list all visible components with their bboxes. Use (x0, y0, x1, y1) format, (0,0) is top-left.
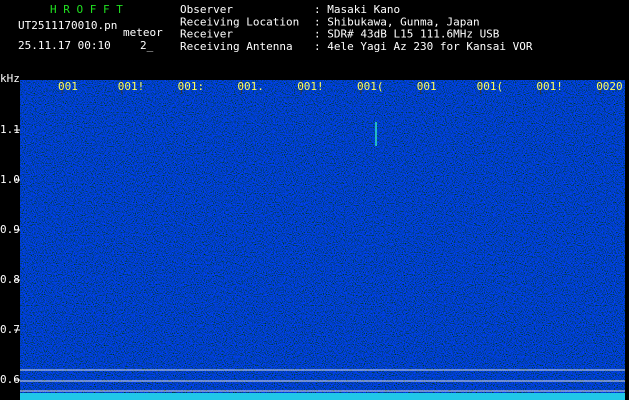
x-tick-label: 001( (357, 80, 384, 93)
x-tick-label: 001 (58, 80, 78, 93)
status: 2_ (140, 39, 154, 52)
info-label: Receiving Location (180, 15, 299, 28)
x-tick-label: 001. (237, 80, 264, 93)
app-title: H R O F F T (50, 3, 123, 16)
x-tick-label: 001( (477, 80, 504, 93)
x-tick-label: 0020 (596, 80, 623, 93)
info-label: Observer (180, 3, 233, 16)
info-value: : 4ele Yagi Az 230 for Kansai VOR (314, 40, 533, 53)
y-tick-label: 0.9 (0, 223, 20, 236)
info-value: : SDR# 43dB L15 111.6MHz USB (314, 28, 500, 41)
y-tick-label: 1.1 (0, 123, 20, 136)
x-tick-label: 001 (417, 80, 437, 93)
info-value: : Shibukawa, Gunma, Japan (314, 15, 480, 28)
datetime: 25.11.17 00:10 (18, 39, 111, 52)
filename: UT2511170010.pn (18, 19, 117, 32)
signal-band (20, 393, 625, 400)
info-label: Receiver (180, 28, 233, 41)
axis-unit: kHz (0, 72, 20, 85)
y-tick-label: 0.6 (0, 373, 20, 386)
y-tick-label: 0.7 (0, 323, 20, 336)
y-tick-label: 1.0 (0, 173, 20, 186)
x-tick-label: 001! (118, 80, 145, 93)
spectrogram-noise (20, 80, 625, 400)
x-tick-label: 001: (178, 80, 205, 93)
y-tick-label: 0.8 (0, 273, 20, 286)
detection-label: meteor (123, 26, 163, 39)
x-tick-label: 001! (536, 80, 563, 93)
info-label: Receiving Antenna (180, 40, 293, 53)
x-tick-label: 001! (297, 80, 324, 93)
info-value: : Masaki Kano (314, 3, 400, 16)
